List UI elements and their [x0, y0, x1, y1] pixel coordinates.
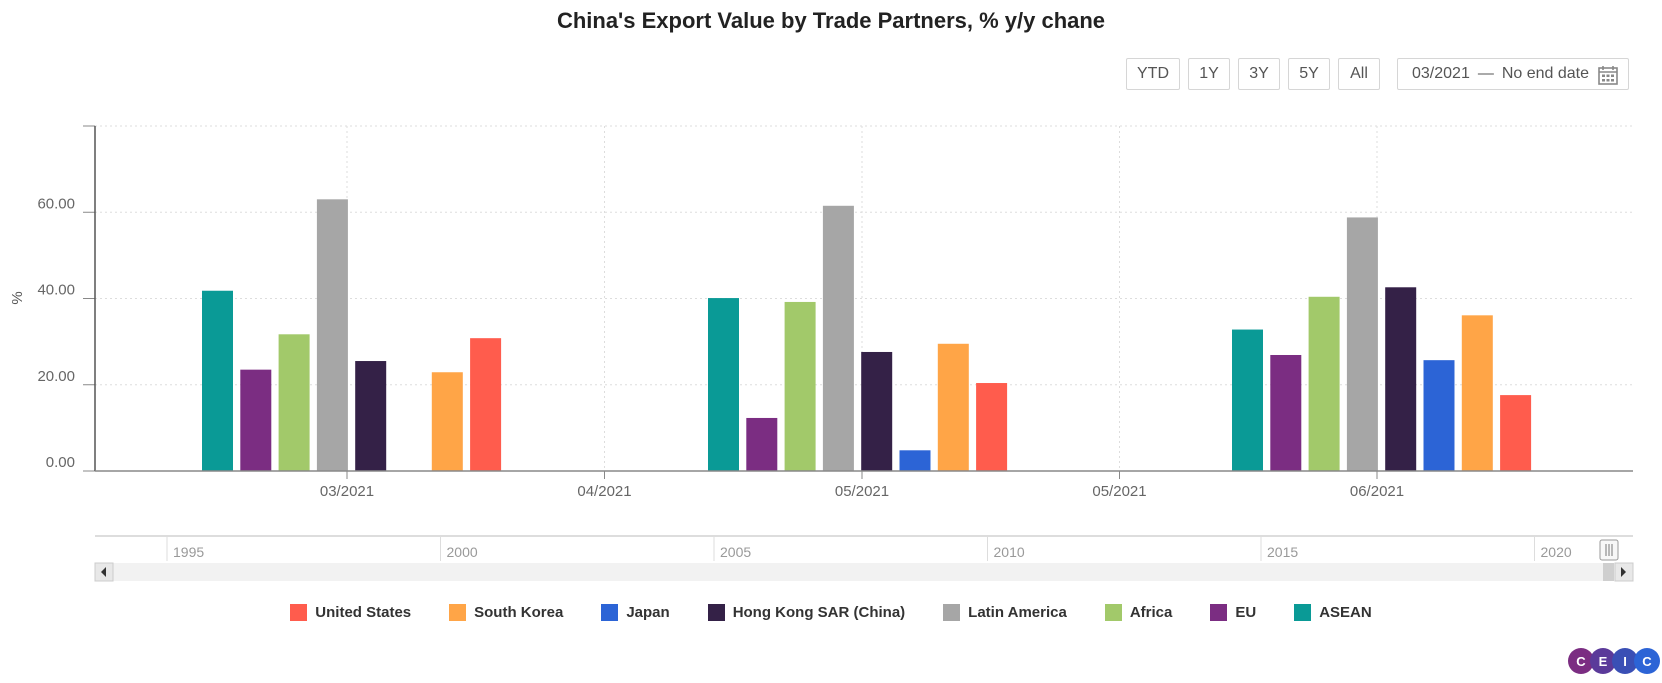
navigator-year-label: 2015 [1267, 544, 1298, 560]
legend-label: Africa [1129, 604, 1173, 621]
range-button-5y[interactable]: 5Y [1288, 58, 1330, 90]
x-tick-label: 03/2021 [320, 483, 374, 500]
scroll-thumb[interactable] [1603, 563, 1614, 581]
legend-item-japan[interactable]: Japan [601, 604, 670, 621]
logo-letter: I [1612, 648, 1638, 674]
axes [94, 126, 1633, 472]
legend-swatch [1210, 604, 1228, 621]
legend-item-asean[interactable]: ASEAN [1294, 604, 1372, 621]
bar-eu-05-2021[interactable] [746, 417, 778, 471]
bars-group [202, 199, 1532, 471]
bar-asean-05-2021[interactable] [708, 298, 739, 471]
bar-africa-03-2021[interactable] [278, 334, 310, 471]
legend-swatch [707, 604, 725, 621]
legend-label: Japan [626, 604, 670, 621]
bar-eu-03-2021[interactable] [240, 369, 272, 471]
bar-latin-america-05-2021[interactable] [822, 205, 854, 471]
bar-south-korea-05-2021[interactable] [937, 343, 969, 471]
logo-letter: C [1634, 648, 1660, 674]
y-axis-label: % [9, 291, 26, 304]
legend-item-hong-kong[interactable]: Hong Kong SAR (China) [707, 604, 906, 621]
bar-asean-03-2021[interactable] [202, 290, 233, 471]
bar-latin-america-03-2021[interactable] [316, 199, 348, 471]
bar-south-korea-03-2021[interactable] [431, 372, 463, 471]
chart-title: China's Export Value by Trade Partners, … [556, 8, 1106, 33]
x-tick-label: 06/2021 [1350, 483, 1404, 500]
x-tick-label: 05/2021 [835, 483, 889, 500]
range-button-1y[interactable]: 1Y [1188, 58, 1230, 90]
bar-united-states-05-2021[interactable] [976, 383, 1008, 471]
bar-eu-06-2021[interactable] [1270, 354, 1302, 471]
chart-legend: United States South Korea Japan Hong Kon… [0, 604, 1662, 621]
bar-africa-05-2021[interactable] [784, 301, 816, 471]
y-tick-label: 60.00 [37, 195, 75, 212]
scroll-right-arrow-icon [1621, 567, 1626, 577]
legend-swatch [601, 604, 619, 621]
navigator-year-label: 1995 [173, 544, 204, 560]
bar-hong-kong-sar-china--03-2021[interactable] [355, 361, 387, 471]
range-button-3y[interactable]: 3Y [1238, 58, 1280, 90]
x-tick-label: 04/2021 [577, 483, 631, 500]
legend-swatch [1294, 604, 1312, 621]
legend-swatch [290, 604, 308, 621]
date-separator: — [1477, 65, 1494, 82]
date-range-picker[interactable]: 03/2021 — No end date [1397, 58, 1629, 90]
bar-asean-06-2021[interactable] [1232, 329, 1263, 471]
navigator-year-label: 2005 [720, 544, 751, 560]
legend-item-africa[interactable]: Africa [1104, 604, 1173, 621]
legend-item-united-states[interactable]: United States [290, 604, 411, 621]
range-button-ytd[interactable]: YTD [1126, 58, 1180, 90]
navigator-year-label: 2020 [1541, 544, 1572, 560]
logo-letter: C [1568, 648, 1594, 674]
navigator-scrollbar[interactable] [95, 563, 1633, 581]
bar-united-states-03-2021[interactable] [470, 338, 502, 471]
legend-swatch [1104, 604, 1122, 621]
legend-label: Hong Kong SAR (China) [732, 604, 906, 621]
navigator-year-label: 2010 [994, 544, 1025, 560]
bar-japan-05-2021[interactable] [899, 450, 931, 471]
legend-item-south-korea[interactable]: South Korea [449, 604, 563, 621]
bar-africa-06-2021[interactable] [1308, 296, 1340, 471]
ceic-logo: C E I C [1568, 648, 1660, 674]
y-tick-label: 40.00 [37, 282, 75, 299]
legend-item-latin-america[interactable]: Latin America [943, 604, 1067, 621]
navigator-years: 1995 2000 2005 2010 2015 2020 [166, 536, 1572, 561]
legend-label: EU [1235, 604, 1257, 621]
navigator[interactable]: 1995 2000 2005 2010 2015 2020 [94, 535, 1634, 582]
scroll-left-arrow-icon [101, 567, 106, 577]
x-tick-labels: 03/2021 04/2021 05/2021 05/2021 06/2021 [320, 483, 1404, 500]
y-tick-label: 20.00 [37, 368, 75, 385]
y-tick-label: 0.00 [46, 454, 75, 471]
logo-letter: E [1590, 648, 1616, 674]
bar-hong-kong-sar-china--06-2021[interactable] [1385, 287, 1417, 471]
navigator-year-label: 2000 [447, 544, 478, 560]
y-tick-labels: 0.00 20.00 40.00 60.00 [37, 195, 75, 471]
bar-chart: 0.00 20.00 40.00 60.00 03/2021 04/2021 05/202… [9, 125, 1634, 582]
date-start: 03/2021 [1412, 65, 1470, 82]
date-end: No end date [1501, 65, 1590, 82]
range-button-all[interactable]: All [1338, 58, 1380, 90]
bar-united-states-06-2021[interactable] [1500, 395, 1532, 471]
legend-swatch [449, 604, 467, 621]
bar-latin-america-06-2021[interactable] [1346, 217, 1378, 471]
legend-item-eu[interactable]: EU [1210, 604, 1256, 621]
x-tick-label: 05/2021 [1092, 483, 1146, 500]
legend-label: ASEAN [1319, 604, 1372, 621]
bar-japan-06-2021[interactable] [1423, 360, 1455, 471]
bar-south-korea-06-2021[interactable] [1461, 315, 1493, 471]
legend-swatch [943, 604, 961, 621]
bar-hong-kong-sar-china--05-2021[interactable] [861, 351, 893, 471]
legend-label: United States [315, 604, 412, 621]
legend-label: South Korea [474, 604, 564, 621]
legend-label: Latin America [968, 604, 1067, 621]
calendar-icon[interactable] [1598, 65, 1618, 85]
